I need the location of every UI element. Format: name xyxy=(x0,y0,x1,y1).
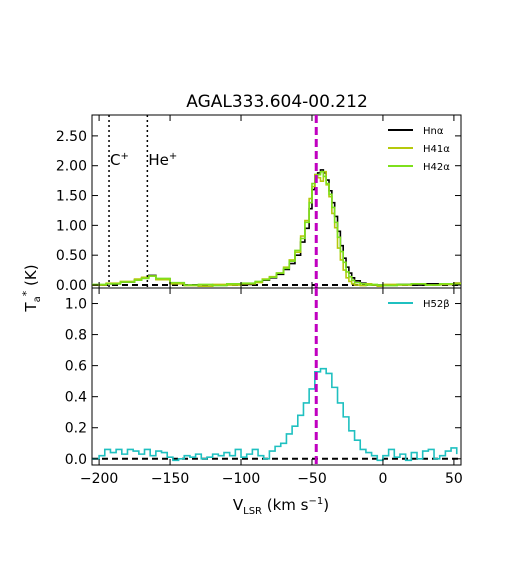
lower-panel-y-ticks: 0.0 0.2 0.4 0.6 0.8 1.0 xyxy=(65,288,461,468)
x-axis-label-sub: LSR xyxy=(243,506,262,517)
x-tick-label: −200 xyxy=(80,471,118,487)
upper-panel: 0.00 0.50 1.00 1.50 2.00 2.50 C+ He+ Hnα H41α H4… xyxy=(56,114,462,294)
annotation-label: C+ xyxy=(110,151,129,169)
x-tick-label: 0 xyxy=(378,471,387,487)
lower-panel-frame xyxy=(91,287,462,466)
legend-label: H41α xyxy=(423,144,450,155)
upper-panel-annotations: C+ He+ xyxy=(108,115,177,288)
chart-title: AGAL333.604-00.212 xyxy=(186,92,368,112)
lower-panel-legend: H52β xyxy=(388,299,450,310)
x-axis-label: VLSR (km s−1) xyxy=(233,496,329,517)
upper-panel-series xyxy=(92,115,461,288)
legend-label: H52β xyxy=(423,299,450,310)
x-tick-label: −50 xyxy=(297,471,327,487)
y-tick-label: 0.00 xyxy=(56,278,87,294)
y-axis-label: Ta* (K) xyxy=(20,264,43,312)
x-axis-label-main: V xyxy=(233,496,244,514)
lower-panel-series xyxy=(92,288,461,465)
y-axis-label-main: T xyxy=(22,302,40,313)
x-axis-ticks: −200 −150 −100 −50 0 50 xyxy=(80,471,463,487)
y-axis-label-sup: * xyxy=(20,290,33,296)
legend-label: H42α xyxy=(423,162,450,173)
y-tick-label: 1.00 xyxy=(56,218,87,234)
lower-panel: 0.0 0.2 0.4 0.6 0.8 1.0 H52β xyxy=(65,287,462,468)
x-tick-label: −100 xyxy=(222,471,260,487)
y-tick-label: 0.6 xyxy=(65,359,87,375)
x-tick-label: 50 xyxy=(445,471,463,487)
y-tick-label: 2.50 xyxy=(56,129,87,145)
y-tick-label: 0.2 xyxy=(65,421,87,437)
y-tick-label: 0.4 xyxy=(65,390,87,406)
upper-panel-y-ticks: 0.00 0.50 1.00 1.50 2.00 2.50 xyxy=(56,115,461,294)
x-axis-label-unit-pre: (km s xyxy=(262,496,309,514)
y-axis-label-sub: a xyxy=(32,296,43,302)
y-tick-label: 1.50 xyxy=(56,189,87,205)
y-tick-label: 1.0 xyxy=(65,297,87,313)
x-axis-label-unit-post: ) xyxy=(323,496,329,514)
annotation-label: He+ xyxy=(148,151,177,169)
legend-label: Hnα xyxy=(423,126,444,137)
y-tick-label: 0.50 xyxy=(56,248,87,264)
y-tick-label: 2.00 xyxy=(56,159,87,175)
upper-panel-legend: Hnα H41α H42α xyxy=(388,126,450,173)
y-tick-label: 0.0 xyxy=(65,452,87,468)
series-line-2-1 xyxy=(92,367,458,462)
x-axis-label-unit-sup: −1 xyxy=(309,496,324,507)
y-axis-label-unit: (K) xyxy=(22,264,40,290)
y-tick-label: 0.8 xyxy=(65,328,87,344)
x-tick-label: −150 xyxy=(151,471,189,487)
